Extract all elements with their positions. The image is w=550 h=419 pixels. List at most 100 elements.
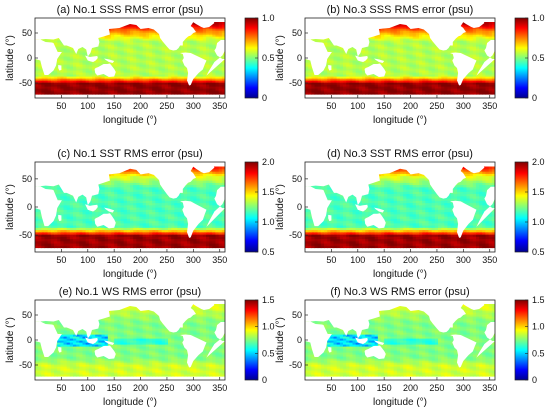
heatmap-cell [35, 62, 39, 65]
heatmap-cell [434, 72, 439, 75]
heatmap-cell [38, 70, 42, 73]
heatmap-cell [133, 84, 137, 87]
heatmap-cell [199, 44, 204, 47]
heatmap-cell [343, 78, 347, 81]
heatmap-cell [349, 72, 354, 75]
heatmap-cell [73, 88, 77, 91]
heatmap-cell [69, 56, 74, 59]
heatmap-cell [155, 78, 160, 81]
heatmap-cell [133, 72, 137, 75]
heatmap-cell [396, 84, 401, 87]
heatmap-cell [177, 58, 182, 61]
heatmap-cell [174, 54, 179, 57]
heatmap-cell [180, 72, 185, 75]
heatmap-cell [327, 50, 331, 53]
heatmap-cell [168, 74, 172, 77]
heatmap-cell [343, 64, 347, 67]
heatmap-cell [358, 80, 363, 83]
heatmap-cell [133, 78, 137, 81]
y-tick-label: 50 [22, 28, 32, 38]
heatmap-cell [95, 58, 99, 61]
heatmap-cell [133, 48, 137, 51]
heatmap-cell [133, 36, 137, 39]
heatmap-cell [479, 72, 483, 75]
heatmap-cell [126, 88, 131, 91]
heatmap-cell [88, 234, 93, 237]
heatmap-cell [180, 68, 185, 71]
heatmap-cell [73, 82, 77, 85]
heatmap-cell [38, 68, 42, 71]
heatmap-cell [114, 76, 118, 79]
heatmap-cell [57, 243, 61, 246]
heatmap-cell [196, 42, 201, 45]
heatmap-cell [476, 90, 480, 93]
heatmap-cell [218, 78, 223, 81]
heatmap-cell [365, 74, 369, 77]
heatmap-cell [190, 238, 194, 242]
heatmap-cell [349, 80, 354, 83]
heatmap-cell [396, 50, 401, 53]
heatmap-cell [155, 32, 160, 35]
heatmap-cell [136, 40, 141, 43]
heatmap-cell [218, 86, 223, 89]
heatmap-cell [396, 34, 401, 37]
heatmap-cell [60, 60, 65, 63]
heatmap-cell [400, 38, 404, 41]
heatmap-cell [485, 74, 490, 77]
heatmap-cell [330, 52, 335, 55]
heatmap-cell [149, 84, 153, 87]
heatmap-cell [38, 88, 42, 91]
heatmap-cell [193, 243, 198, 246]
heatmap-cell [190, 36, 194, 39]
heatmap-cell [355, 60, 360, 63]
heatmap-cell [88, 86, 93, 89]
heatmap-cell [95, 80, 99, 83]
heatmap-cell [92, 78, 96, 81]
heatmap-cell [488, 28, 493, 31]
heatmap-cell [149, 62, 153, 65]
heatmap-cell [339, 66, 344, 69]
heatmap-cell [444, 66, 449, 69]
heatmap-cell [107, 245, 112, 249]
heatmap-cell [327, 92, 331, 95]
heatmap-cell [196, 38, 201, 41]
heatmap-cell [101, 54, 106, 57]
heatmap-cell [218, 72, 223, 75]
heatmap-cell [346, 50, 350, 53]
heatmap-cell [209, 28, 213, 31]
heatmap-cell [384, 64, 388, 67]
heatmap-cell [362, 90, 366, 93]
heatmap-cell [149, 231, 153, 235]
heatmap-cell [434, 46, 439, 49]
heatmap-cell [177, 66, 182, 69]
heatmap-cell [155, 86, 160, 89]
heatmap-cell [174, 90, 179, 93]
heatmap-cell [450, 72, 455, 75]
heatmap-cell [374, 44, 379, 47]
heatmap-cell [476, 66, 480, 69]
heatmap-cell [488, 64, 493, 67]
heatmap-cell [193, 234, 198, 237]
heatmap-cell [393, 44, 398, 47]
heatmap-cell [415, 42, 420, 45]
heatmap-cell [355, 92, 360, 95]
heatmap-cell [476, 28, 480, 31]
heatmap-cell [136, 80, 141, 83]
heatmap-cell [79, 92, 84, 95]
heatmap-cell [412, 82, 417, 85]
heatmap-cell [196, 231, 201, 235]
heatmap-cell [104, 50, 109, 53]
heatmap-cell [472, 28, 477, 31]
heatmap-cell [161, 58, 166, 61]
heatmap-cell [362, 88, 366, 91]
heatmap-cell [336, 70, 341, 73]
heatmap-cell [403, 92, 407, 95]
heatmap-cell [149, 28, 153, 31]
heatmap-cell [314, 74, 319, 77]
heatmap-cell [145, 64, 150, 67]
heatmap-cell [142, 44, 147, 47]
heatmap-cell [66, 245, 71, 249]
heatmap-cell [358, 86, 363, 89]
heatmap-cell [85, 80, 90, 83]
heatmap-cell [168, 245, 172, 249]
